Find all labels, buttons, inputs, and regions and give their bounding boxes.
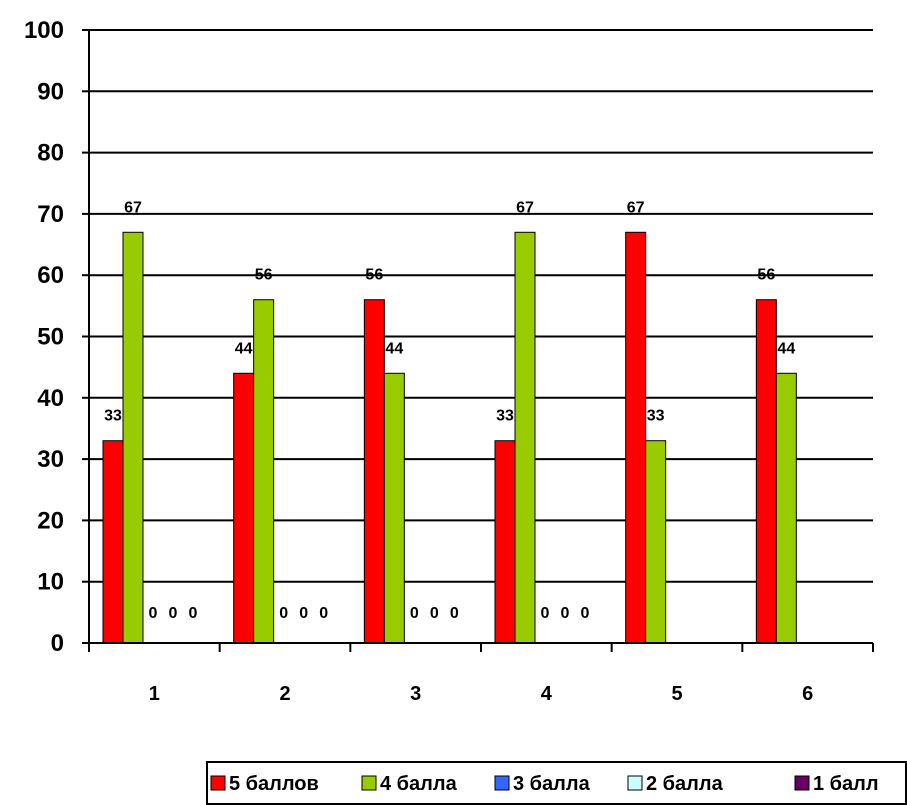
y-tick-label: 100 [24,17,64,44]
legend-swatch [794,775,810,791]
legend-label: 5 баллов [229,773,319,795]
bar [102,440,124,644]
data-label: 67 [627,199,645,216]
data-label: 0 [581,605,590,622]
data-label: 0 [169,605,178,622]
data-label: 33 [496,408,514,425]
data-label: 44 [777,340,795,357]
data-label: 0 [450,605,459,622]
y-tick-labels: 0 10 20 30 40 50 60 70 80 90 100 [24,17,64,657]
y-tick-label: 70 [37,201,64,228]
bar [253,299,275,644]
bars [102,231,797,644]
legend-label: 2 балла [646,773,724,795]
bar [233,372,255,644]
x-tick-label: 4 [541,683,553,705]
bar [625,231,647,644]
bar [494,440,516,644]
x-tick-label: 5 [671,683,682,705]
bar [775,372,797,644]
data-label: 0 [561,605,570,622]
legend-label: 1 балл [813,773,879,795]
data-label: 56 [365,267,383,284]
data-label: 44 [235,340,253,357]
y-tick-label: 40 [37,385,64,412]
x-tick-label: 1 [149,683,160,705]
data-label: 0 [410,605,419,622]
y-tick-label: 50 [37,324,64,351]
legend-swatch [494,775,510,791]
x-tick-label: 3 [410,683,421,705]
bar [755,299,777,644]
data-label: 0 [149,605,158,622]
data-label: 33 [104,408,122,425]
bar [514,231,536,644]
legend-frame [206,761,907,805]
data-label: 0 [279,605,288,622]
y-tick-label: 80 [37,140,64,167]
y-tick-label: 60 [37,262,64,289]
bar [383,372,405,644]
data-label: 0 [430,605,439,622]
data-label: 44 [385,340,403,357]
x-tick-label: 2 [279,683,290,705]
y-tick-label: 10 [37,569,64,596]
data-label: 0 [319,605,328,622]
data-label: 56 [255,267,273,284]
y-tick-label: 20 [37,507,64,534]
x-tick-label: 6 [802,683,813,705]
legend-label: 4 балла [380,773,458,795]
bar [122,231,144,644]
legend-swatch [627,775,643,791]
data-label: 0 [189,605,198,622]
y-tick-label: 90 [37,78,64,105]
legend-label: 3 балла [513,773,591,795]
y-tick-label: 0 [51,630,64,657]
x-tick-labels: 1 2 3 4 5 6 [149,683,813,705]
data-label: 67 [516,199,534,216]
data-label: 33 [647,408,665,425]
data-label: 67 [124,199,142,216]
axes [82,29,874,652]
legend-swatch [210,775,226,791]
y-tick-label: 30 [37,446,64,473]
bar [363,299,385,644]
data-label: 0 [299,605,308,622]
data-label: 56 [757,267,775,284]
legend: 5 баллов 4 балла 3 балла 2 балла 1 балл [206,761,907,805]
data-label: 0 [541,605,550,622]
legend-swatch [361,775,377,791]
bar [645,440,667,644]
gridlines [89,29,873,583]
